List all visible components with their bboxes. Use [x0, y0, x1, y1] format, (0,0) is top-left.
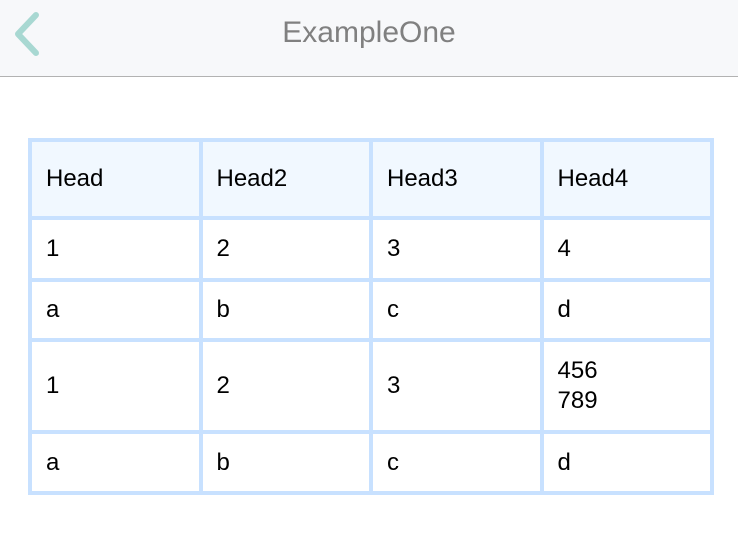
table-cell: 1: [28, 216, 203, 282]
table-row: 1 2 3 4: [28, 216, 714, 282]
table-row: 1 2 3 456 789: [28, 338, 714, 434]
back-button[interactable]: [12, 12, 46, 56]
data-table: Head Head2 Head3 Head4 1 2 3 4 a b c d 1…: [28, 138, 714, 495]
header-cell: Head: [28, 138, 203, 220]
table-cell: b: [198, 430, 373, 495]
table-cell: 4: [539, 216, 714, 282]
table-cell: a: [28, 278, 203, 342]
table-row: a b c d: [28, 278, 714, 342]
table-cell: d: [539, 278, 714, 342]
table-cell: 3: [369, 338, 544, 434]
header-cell: Head4: [539, 138, 714, 220]
table-cell: b: [198, 278, 373, 342]
table-header-row: Head Head2 Head3 Head4: [28, 138, 714, 220]
table-cell: 2: [198, 338, 373, 434]
table-cell: c: [369, 278, 544, 342]
chevron-left-icon: [15, 12, 39, 56]
table-cell: 3: [369, 216, 544, 282]
page-title: ExampleOne: [282, 16, 456, 49]
table-cell: 1: [28, 338, 203, 434]
header-cell: Head3: [369, 138, 544, 220]
table-cell: a: [28, 430, 203, 495]
table-cell: d: [539, 430, 714, 495]
navigation-bar: ExampleOne: [0, 0, 738, 77]
table-cell: c: [369, 430, 544, 495]
table-row: a b c d: [28, 430, 714, 495]
table-cell: 456 789: [539, 338, 714, 434]
table-cell: 2: [198, 216, 373, 282]
header-cell: Head2: [198, 138, 373, 220]
